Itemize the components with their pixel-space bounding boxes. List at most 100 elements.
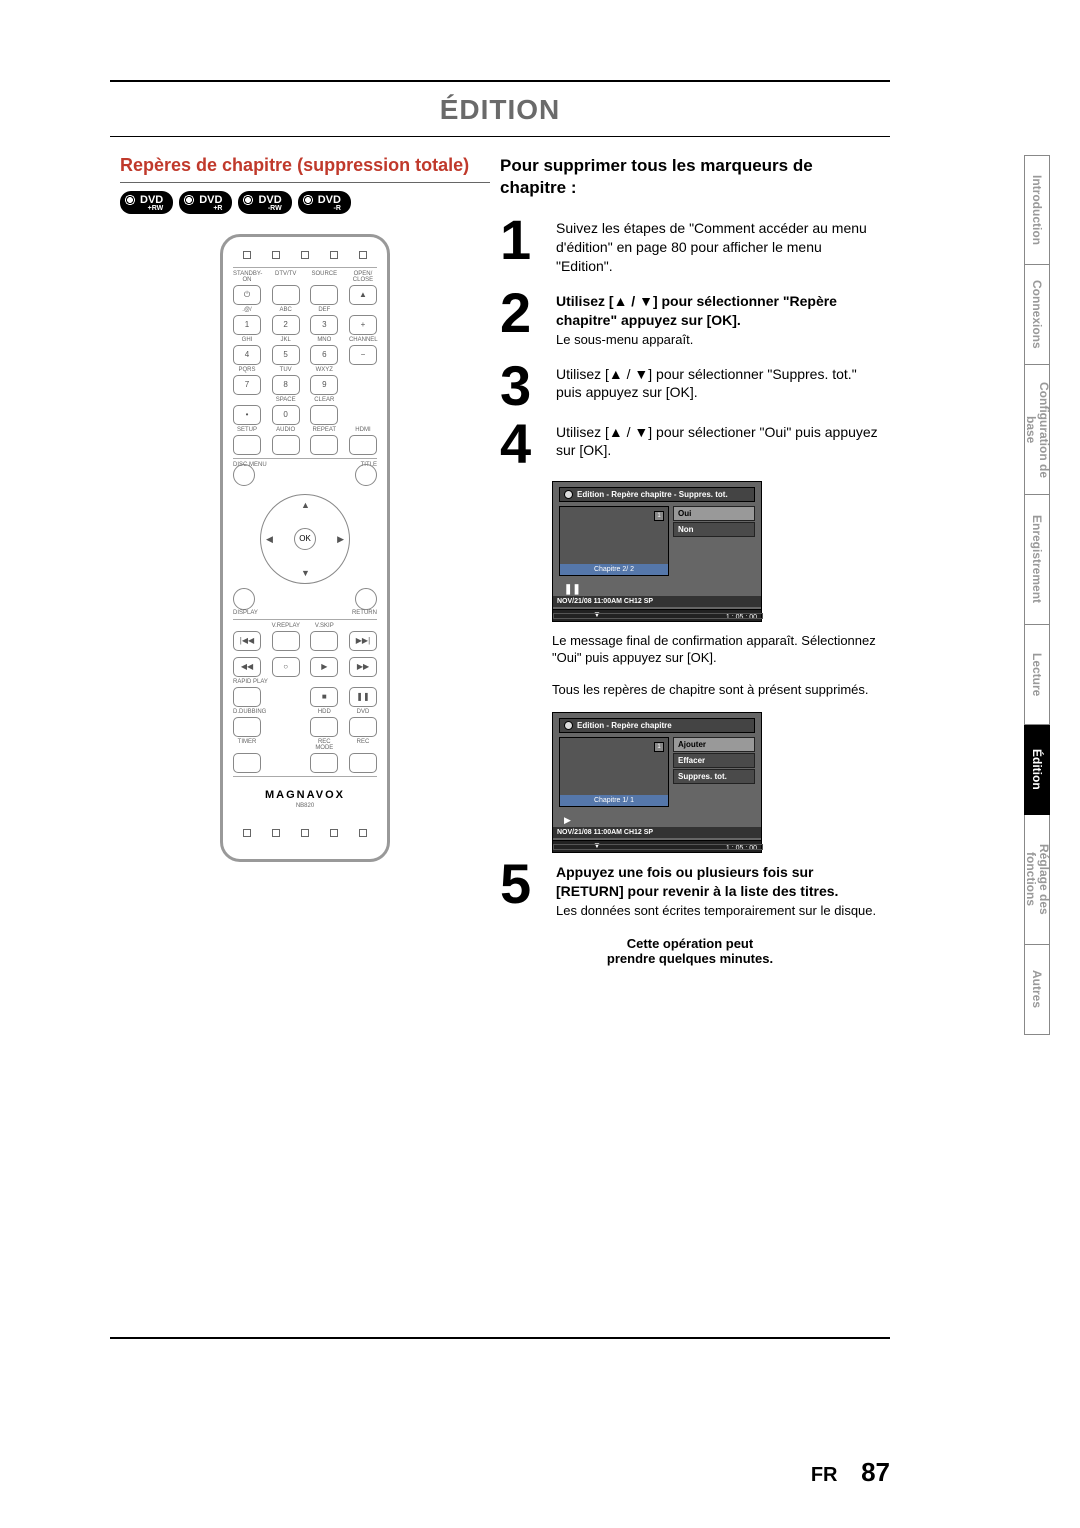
dvd-button[interactable] — [349, 717, 377, 737]
chapter-indicator: Chapitre 1/ 1 — [560, 795, 668, 806]
audio-button[interactable] — [272, 435, 300, 455]
key-8[interactable]: 8 — [272, 375, 300, 395]
source-button[interactable] — [310, 285, 338, 305]
menu-item-non[interactable]: Non — [673, 522, 755, 537]
key-3[interactable]: 3 — [310, 315, 338, 335]
disc-icon — [564, 721, 573, 730]
step-5: 5 Appuyez une fois ou plusieurs fois sur… — [500, 863, 880, 920]
remote-top-dots — [233, 251, 377, 259]
menu-item-suppres[interactable]: Suppres. tot. — [673, 769, 755, 784]
key-6[interactable]: 6 — [310, 345, 338, 365]
recmode-button[interactable] — [310, 753, 338, 773]
menu-item-effacer[interactable]: Effacer — [673, 753, 755, 768]
tv-screen-confirm: Edition - Repère chapitre - Suppres. tot… — [552, 481, 762, 622]
left-arrow-icon[interactable]: ◀ — [266, 534, 273, 545]
ok-button[interactable]: OK — [294, 528, 316, 550]
dubbing-button[interactable] — [233, 717, 261, 737]
remote-model: NB820 — [233, 803, 377, 809]
dtv-button[interactable] — [272, 285, 300, 305]
section-heading: Repères de chapitre (suppression totale) — [120, 155, 490, 183]
rapid-button[interactable] — [233, 687, 261, 707]
next-button[interactable]: ▶▶| — [349, 631, 377, 651]
clear-button[interactable] — [310, 405, 338, 425]
dvd-badges: DVD+RW DVD+R DVD-RW DVD-R — [120, 191, 490, 214]
side-tab[interactable]: Enregistrement — [1024, 495, 1050, 625]
title-button[interactable] — [355, 464, 377, 486]
tv-status: NOV/21/08 11:00AM CH12 SP — [553, 596, 761, 607]
tv-status: NOV/21/08 11:00AM CH12 SP — [553, 827, 761, 838]
remote-control: STANDBY-ONDTV/TVSOURCEOPEN/ CLOSE ⏻ ▲ .@… — [220, 234, 390, 862]
pause-button[interactable]: ❚❚ — [349, 687, 377, 707]
menu-item-oui[interactable]: Oui — [673, 506, 755, 521]
setup-button[interactable] — [233, 435, 261, 455]
side-tab[interactable]: Réglage des fonctions — [1024, 815, 1050, 945]
chapter-indicator: Chapitre 2/ 2 — [560, 564, 668, 575]
menu-item-ajouter[interactable]: Ajouter — [673, 737, 755, 752]
key-dot[interactable]: • — [233, 405, 261, 425]
stop-button[interactable]: ■ — [310, 687, 338, 707]
key-1[interactable]: 1 — [233, 315, 261, 335]
tv-screen-menu: Edition - Repère chapitre 1 Chapitre 1/ … — [552, 712, 762, 853]
return-button[interactable] — [355, 588, 377, 610]
hdmi-button[interactable] — [349, 435, 377, 455]
dvd-badge: DVD+RW — [120, 191, 173, 214]
down-arrow-icon[interactable]: ▼ — [301, 568, 310, 578]
tv-title: Edition - Repère chapitre — [559, 718, 755, 733]
remote-brand: MAGNAVOX — [233, 789, 377, 801]
up-arrow-icon[interactable]: ▲ — [301, 500, 310, 510]
ch-up[interactable]: + — [349, 315, 377, 335]
display-button[interactable] — [233, 588, 255, 610]
dpad[interactable]: OK ▲ ▼ ◀ ▶ — [260, 494, 350, 584]
key-9[interactable]: 9 — [310, 375, 338, 395]
page-footer: FR 87 — [811, 1457, 890, 1488]
disc-icon — [564, 490, 573, 499]
remote-bottom-dots — [233, 829, 377, 837]
tv-progress: ▼1 : 05 : 00 — [553, 609, 761, 621]
side-tabs: IntroductionConnexionsConfiguration de b… — [920, 155, 1050, 1035]
tv-thumbnail: 1 Chapitre 2/ 2 ❚❚ — [559, 506, 669, 576]
content-area: Repères de chapitre (suppression totale)… — [110, 137, 890, 1337]
rec-button[interactable] — [349, 753, 377, 773]
step-text: Utilisez [▲ / ▼] pour sélectioner "Oui" … — [556, 423, 880, 465]
key-0[interactable]: 0 — [272, 405, 300, 425]
prev-button[interactable]: |◀◀ — [233, 631, 261, 651]
side-tab[interactable]: Édition — [1024, 725, 1050, 815]
right-heading: Pour supprimer tous les marqueurs de cha… — [500, 155, 880, 199]
open-close-button[interactable]: ▲ — [349, 285, 377, 305]
dvd-badge: DVD-R — [298, 191, 351, 214]
vreplay-button[interactable] — [272, 631, 300, 651]
tv-progress: ▼1 : 05 : 00 — [553, 840, 761, 852]
step-4: 4 Utilisez [▲ / ▼] pour sélectioner "Oui… — [500, 423, 880, 465]
tv-thumbnail: 1 Chapitre 1/ 1 ▶ — [559, 737, 669, 807]
vskip-button[interactable] — [310, 631, 338, 651]
disc-menu-button[interactable] — [233, 464, 255, 486]
ch-down[interactable]: − — [349, 345, 377, 365]
right-column: Pour supprimer tous les marqueurs de cha… — [500, 155, 880, 1297]
side-tab[interactable]: Autres — [1024, 945, 1050, 1035]
key-2[interactable]: 2 — [272, 315, 300, 335]
repeat-button[interactable] — [310, 435, 338, 455]
step-number: 1 — [500, 219, 556, 276]
rew-button[interactable]: ◀◀ — [233, 657, 261, 677]
key-7[interactable]: 7 — [233, 375, 261, 395]
tv-title: Edition - Repère chapitre - Suppres. tot… — [559, 487, 755, 502]
step-1: 1 Suivez les étapes de "Comment accéder … — [500, 219, 880, 276]
side-tab[interactable]: Lecture — [1024, 625, 1050, 725]
play-button[interactable]: ▶ — [310, 657, 338, 677]
step-number: 3 — [500, 365, 556, 407]
side-tab[interactable]: Introduction — [1024, 155, 1050, 265]
step-3: 3 Utilisez [▲ / ▼] pour sélectionner "Su… — [500, 365, 880, 407]
step-text: Suivez les étapes de "Comment accéder au… — [556, 219, 880, 276]
key-5[interactable]: 5 — [272, 345, 300, 365]
ff-button[interactable]: ▶▶ — [349, 657, 377, 677]
step-2: 2 Utilisez [▲ / ▼] pour sélectionner "Re… — [500, 292, 880, 349]
side-tab[interactable]: Connexions — [1024, 265, 1050, 365]
hdd-button[interactable] — [310, 717, 338, 737]
timer-button[interactable] — [233, 753, 261, 773]
key-4[interactable]: 4 — [233, 345, 261, 365]
tv-menu: Oui Non — [673, 506, 755, 576]
rec-dot-button[interactable]: ○ — [272, 657, 300, 677]
side-tab[interactable]: Configuration de base — [1024, 365, 1050, 495]
standby-button[interactable]: ⏻ — [233, 285, 261, 305]
right-arrow-icon[interactable]: ▶ — [337, 534, 344, 545]
